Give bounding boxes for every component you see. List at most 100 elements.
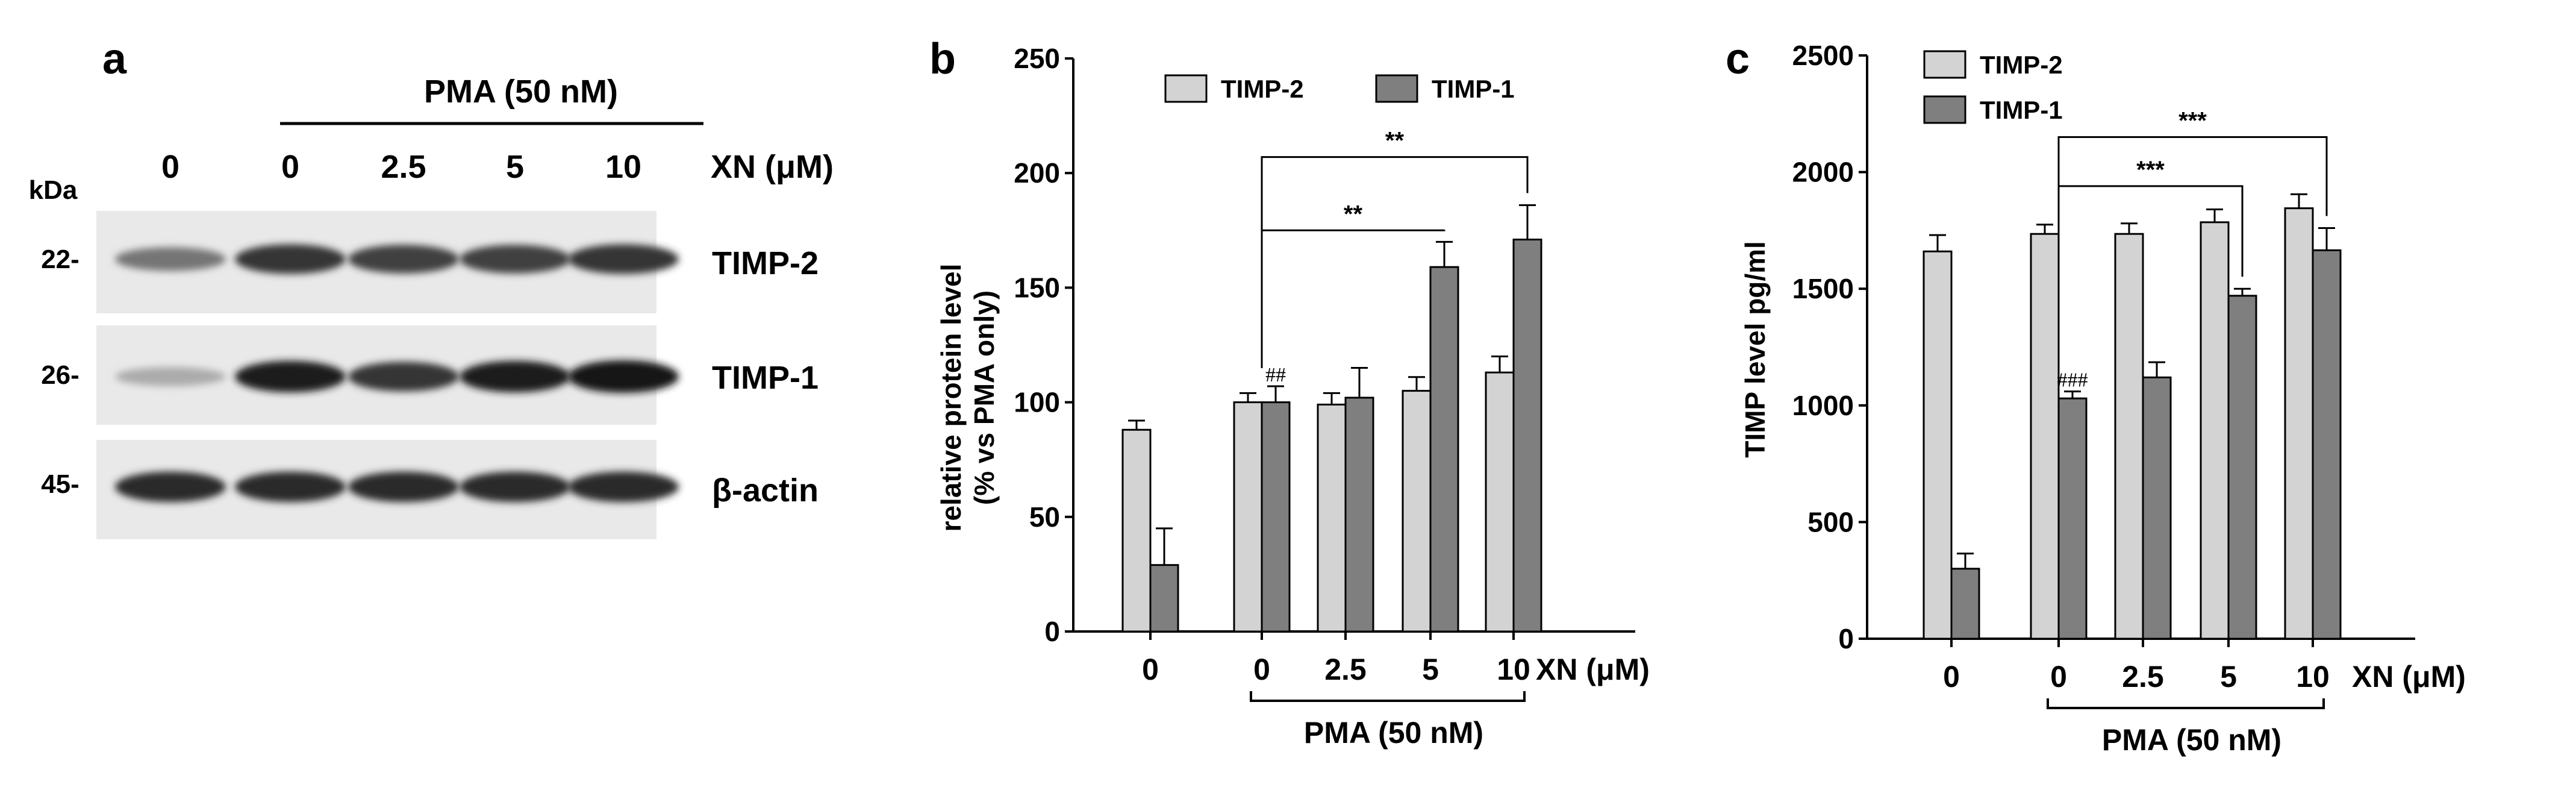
- bar-timp-2: [1485, 371, 1515, 633]
- bar-timp-2: [1923, 250, 1953, 640]
- x-axis-label: XN (μM): [2352, 660, 2466, 694]
- y-tick-label: 2000: [1792, 157, 1854, 188]
- bar-timp-1: [1149, 564, 1179, 633]
- legend-label-timp-2: TIMP-2: [1221, 75, 1304, 103]
- kda-marker: 26-: [41, 360, 80, 390]
- blot-bands: [115, 244, 679, 503]
- bar-timp-1: [1950, 568, 1980, 640]
- blot-band: [235, 244, 346, 274]
- lane-label: 2.5: [381, 149, 426, 185]
- significance-hash: ##: [1265, 364, 1286, 386]
- kda-marker: 45-: [41, 469, 80, 499]
- significance-hash: ###: [2057, 369, 2088, 392]
- y-axis-label: TIMP level pg/ml: [1739, 241, 1771, 458]
- x-tick-label: 5: [2220, 660, 2237, 694]
- lane-label: 0: [281, 149, 299, 185]
- x-tick-label: 0: [1142, 653, 1159, 686]
- pma-bracket: [2047, 698, 2325, 709]
- lane-label: 0: [161, 149, 179, 185]
- bar-timp-1: [2312, 249, 2342, 640]
- xn-label: XN (μM): [711, 149, 834, 185]
- y-tick-label: 150: [1014, 272, 1060, 303]
- bar-timp-1: [1261, 401, 1291, 633]
- pma-header: PMA (50 nM): [424, 74, 618, 110]
- legend-label-timp-1: TIMP-1: [1432, 75, 1515, 103]
- y-axis-label-line2: (% vs PMA only): [968, 290, 1000, 505]
- pma-bracket-label: PMA (50 nM): [2102, 723, 2281, 757]
- panel-a: a kDa PMA (50 nM) 0 0 2.5 5 10 XN (μM) 2…: [29, 35, 834, 539]
- panel-c-chart: c TIMP level pg/ml 0 500 1000 1500 2000 2500 0…: [1726, 35, 2466, 757]
- panel-b-label: b: [929, 35, 956, 83]
- bar-timp-2: [1121, 428, 1152, 633]
- bar-timp-2: [2284, 207, 2314, 640]
- significance-stars: ***: [2178, 108, 2207, 134]
- significance-bracket: [1261, 156, 1529, 368]
- y-tick-label: 0: [1838, 623, 1854, 654]
- bar-timp-2: [1402, 390, 1432, 633]
- x-tick-label: 2.5: [1324, 653, 1367, 686]
- y-tick-label: 0: [1044, 616, 1060, 647]
- panel-c-label: c: [1726, 35, 1750, 83]
- legend-swatch-timp-2: [1923, 50, 1966, 79]
- blot-band: [348, 245, 459, 274]
- blot-band: [568, 244, 679, 274]
- bar-timp-2: [2200, 221, 2230, 640]
- y-tick-label: 500: [1807, 506, 1854, 537]
- y-tick-label: 250: [1014, 43, 1060, 74]
- kda-marker: 22-: [41, 245, 80, 274]
- significance-stars: ***: [2136, 157, 2165, 183]
- legend-swatch-timp-1: [1923, 95, 1966, 124]
- y-tick-label: 1000: [1792, 390, 1854, 421]
- x-tick-label: 0: [1943, 660, 1960, 694]
- significance-bracket: [1261, 229, 1445, 368]
- bar-timp-2: [1317, 403, 1347, 633]
- blot-label-timp2: TIMP-2: [712, 245, 819, 281]
- pma-bracket: [1250, 691, 1526, 702]
- y-tick-label: 100: [1014, 387, 1060, 418]
- x-tick-label: 2.5: [2122, 660, 2164, 694]
- x-axis-label: XN (μM): [1536, 653, 1650, 686]
- lane-label: 5: [506, 149, 524, 185]
- legend-swatch-timp-1: [1375, 74, 1418, 103]
- y-tick-label: 200: [1014, 157, 1060, 189]
- y-tick-label: 50: [1029, 501, 1060, 533]
- significance-stars: **: [1344, 201, 1363, 227]
- blot-band: [568, 471, 679, 503]
- kda-label: kDa: [29, 175, 78, 205]
- bar-timp-1: [2057, 397, 2088, 640]
- blot-band: [115, 247, 226, 271]
- bar-timp-1: [2227, 295, 2257, 640]
- significance-stars: **: [1385, 128, 1405, 154]
- x-tick-label: 10: [1497, 653, 1530, 686]
- blot-band: [115, 367, 226, 386]
- significance-bracket: [2057, 136, 2328, 374]
- legend-label-timp-1: TIMP-1: [1980, 96, 2063, 124]
- blot-band: [460, 360, 570, 393]
- y-axis-label-line1: relative protein level: [935, 264, 967, 532]
- blot-band: [460, 471, 570, 503]
- blot-band: [235, 360, 346, 393]
- panel-a-label: a: [102, 35, 127, 83]
- legend-swatch-timp-2: [1164, 74, 1208, 103]
- blot-band: [235, 471, 346, 503]
- x-tick-label: 0: [1253, 653, 1270, 686]
- x-tick-label: 0: [2050, 660, 2067, 694]
- panel-b-chart: b relative protein level (% vs PMA only)…: [929, 35, 1650, 750]
- x-tick-label: 10: [2296, 660, 2330, 694]
- bar-timp-1: [1512, 239, 1542, 633]
- bar-timp-2: [2030, 233, 2060, 640]
- blot-band: [460, 245, 570, 274]
- blot-band: [568, 360, 679, 393]
- legend-label-timp-2: TIMP-2: [1980, 51, 2063, 79]
- bar-timp-1: [1344, 396, 1374, 633]
- blot-label-timp1: TIMP-1: [712, 360, 819, 396]
- bar-timp-1: [2142, 376, 2172, 640]
- y-tick-label: 2500: [1792, 40, 1854, 71]
- blot-band: [348, 471, 459, 503]
- pma-bracket-label: PMA (50 nM): [1304, 716, 1483, 750]
- bar-timp-2: [1233, 401, 1263, 633]
- blot-label-actin: β-actin: [712, 472, 819, 509]
- bar-timp-1: [1429, 266, 1459, 633]
- bar-timp-2: [2114, 233, 2144, 640]
